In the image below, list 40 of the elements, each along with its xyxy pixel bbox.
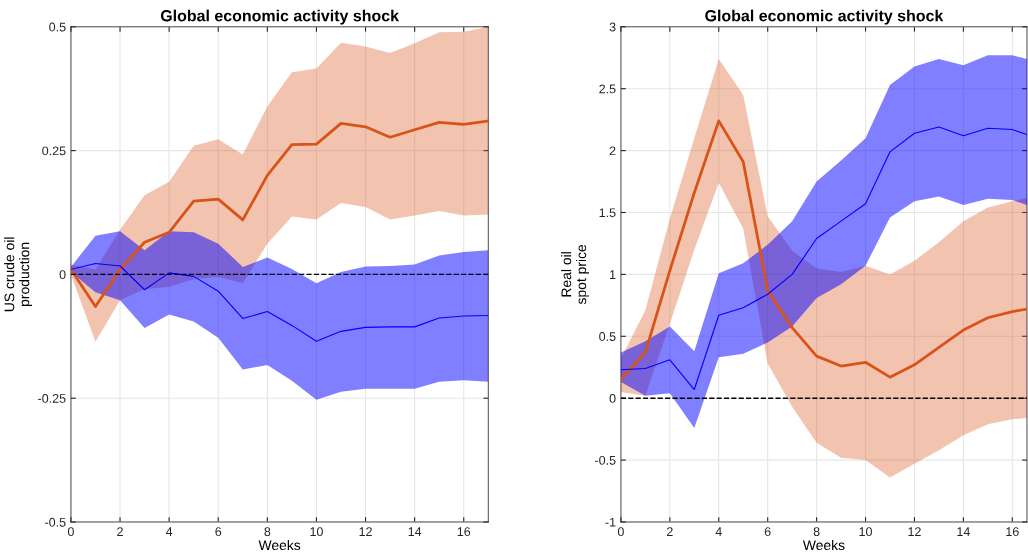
y-tick-label: 0 xyxy=(609,394,616,403)
x-tick-label: 6 xyxy=(764,527,771,537)
x-tick-label: 0 xyxy=(67,527,74,537)
x-tick-label: 8 xyxy=(813,527,820,537)
x-tick-label: 14 xyxy=(957,527,970,536)
y-tick-label: 0.5 xyxy=(49,22,66,32)
y-tick-label: 2.5 xyxy=(599,84,616,94)
y-tick-label: 0.25 xyxy=(42,146,66,156)
y-tick-label: 0 xyxy=(59,270,66,280)
line-series xyxy=(70,119,489,308)
x-tick-label: 8 xyxy=(264,527,271,537)
x-tick-label: 4 xyxy=(165,527,173,536)
y-tick-label: -1 xyxy=(605,517,616,527)
x-tick-label: 2 xyxy=(117,527,123,536)
y-tick-label: 0.5 xyxy=(599,332,616,341)
x-tick-label: 6 xyxy=(215,527,222,537)
y-axis-title: US crude oil production xyxy=(4,237,33,312)
y-tick-label: 2 xyxy=(609,146,616,156)
x-tick-label: 4 xyxy=(715,527,722,536)
x-tick-label: 10 xyxy=(310,527,323,537)
x-tick-label: 10 xyxy=(859,527,872,537)
y-tick-label: -0.25 xyxy=(38,394,66,403)
x-tick-label: 16 xyxy=(1006,527,1019,537)
line-series xyxy=(70,262,489,342)
x-tick-label: 0 xyxy=(617,527,624,537)
x-tick-label: 2 xyxy=(666,527,673,536)
y-axis-title: Real oil spot price xyxy=(561,244,589,305)
y-tick-label: -0.5 xyxy=(595,455,616,465)
x-tick-label: 14 xyxy=(408,527,422,536)
x-tick-label: 12 xyxy=(908,527,921,536)
x-tick-label: 16 xyxy=(457,527,471,537)
chart-title: Global economic activity shock xyxy=(705,9,944,25)
y-tick-label: 1 xyxy=(610,270,616,279)
x-tick-label: 12 xyxy=(359,527,372,536)
y-tick-label: -0.5 xyxy=(45,517,66,527)
y-tick-label: 1.5 xyxy=(599,208,616,218)
x-axis-title: Weeks xyxy=(802,539,845,551)
y-tick-label: 3 xyxy=(609,22,616,32)
x-axis-title: Weeks xyxy=(258,539,301,551)
chart-title: Global economic activity shock xyxy=(160,9,400,25)
